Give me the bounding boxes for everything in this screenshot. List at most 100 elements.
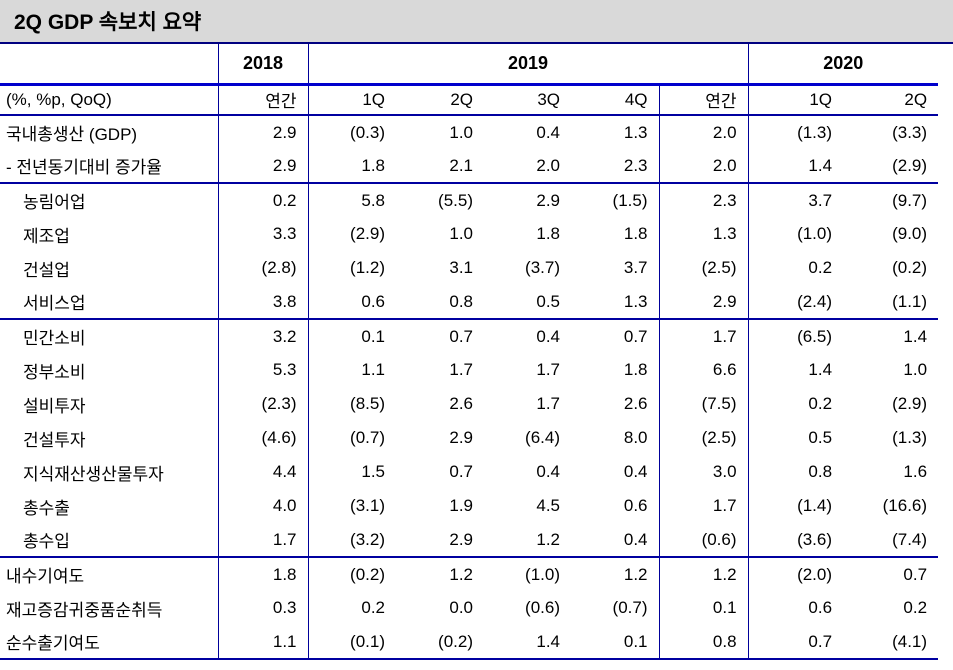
- data-cell: 1.8: [217, 557, 308, 591]
- col-header-2019-annual: 연간: [658, 84, 749, 115]
- data-cell: 1.2: [623, 564, 648, 584]
- data-cell: 0.1: [623, 631, 648, 651]
- table-row: 순수출기여도 1.1 (0.1) (0.2) 1.4 0.1 0.8 0.7 (4.1): [0, 625, 939, 659]
- data-cell: 2.9: [658, 285, 749, 319]
- row-label: 건설업: [23, 260, 70, 280]
- data-cell: (1.0): [747, 217, 844, 251]
- data-cell: 1.6: [903, 462, 928, 481]
- data-cell: 2.9: [449, 428, 473, 447]
- data-cell: (6.4): [525, 428, 560, 447]
- data-cell: (1.3): [747, 115, 844, 149]
- row-label: 지식재산생산물투자: [23, 464, 164, 484]
- data-cell: 1.2: [449, 564, 473, 584]
- data-cell: 1.5: [307, 455, 396, 489]
- data-cell: (2.3): [217, 387, 308, 421]
- data-cell: 0.3: [217, 591, 308, 625]
- col-header-2019-3q: 3Q: [537, 89, 560, 109]
- table-row: 건설투자 (4.6) (0.7) 2.9 (6.4) 8.0 (2.5) 0.5 (1.3): [0, 421, 938, 455]
- row-label: 총수입: [23, 532, 70, 551]
- table-body: 국내총생산 (GDP) 2.9 (0.3) 1.0 0.4 1.3 2.0 (1.3) (3.3…: [0, 115, 939, 659]
- data-cell: 2.0: [658, 149, 749, 183]
- data-cell: 0.8: [449, 291, 473, 311]
- data-cell: 6.6: [658, 353, 749, 387]
- data-cell: 1.4: [903, 326, 928, 346]
- row-label: 국내총생산 (GDP): [6, 125, 138, 144]
- data-cell: 0.7: [903, 564, 928, 584]
- data-cell: 4.0: [217, 489, 308, 523]
- table-row: 농림어업 0.2 5.8 (5.5) 2.9 (1.5) 2.3 3.7 (9.7): [0, 183, 938, 217]
- data-cell: 2.9: [217, 115, 308, 149]
- data-cell: 0.6: [623, 496, 648, 515]
- data-cell: (1.3): [892, 428, 928, 447]
- data-cell: 0.2: [747, 251, 844, 285]
- data-cell: (0.6): [658, 523, 749, 557]
- data-cell: (9.0): [892, 224, 928, 243]
- data-cell: (2.5): [658, 421, 749, 455]
- data-cell: 1.7: [658, 319, 749, 353]
- data-cell: 0.8: [747, 455, 844, 489]
- data-cell: 2.9: [217, 149, 308, 183]
- data-cell: 2.1: [449, 155, 473, 175]
- data-cell: 1.7: [536, 394, 560, 413]
- gdp-summary-table: 2018 2019 2020 (%, %p, QoQ) 연간 1Q 2Q 3Q …: [0, 44, 939, 660]
- data-cell: (0.3): [307, 115, 396, 149]
- row-label: 서비스업: [23, 294, 86, 313]
- row-label: 민간소비: [23, 329, 86, 348]
- data-cell: 1.4: [747, 149, 844, 183]
- data-cell: 0.1: [658, 591, 749, 625]
- table-row: 국내총생산 (GDP) 2.9 (0.3) 1.0 0.4 1.3 2.0 (1.3) (3.3…: [0, 115, 938, 149]
- year-header-spacer: [0, 44, 218, 84]
- row-label: 총수출: [23, 498, 70, 518]
- data-cell: 1.2: [658, 557, 749, 591]
- data-cell: 0.8: [658, 625, 749, 659]
- data-cell: (2.9): [892, 155, 928, 175]
- data-cell: 3.3: [217, 217, 308, 251]
- table-row: 지식재산생산물투자 4.4 1.5 0.7 0.4 0.4 3.0 0.8 1.6: [0, 455, 938, 489]
- data-cell: 1.0: [449, 224, 473, 243]
- data-cell: (1.1): [892, 291, 928, 311]
- data-cell: 0.4: [623, 462, 648, 481]
- row-label: - 전년동기대비 증가율: [6, 158, 162, 177]
- year-header-2019: 2019: [307, 44, 749, 84]
- data-cell: (9.7): [892, 190, 928, 210]
- data-cell: (0.2): [892, 258, 928, 277]
- data-cell: (3.7): [525, 258, 560, 277]
- row-label: 농림어업: [23, 193, 86, 212]
- data-cell: 2.6: [449, 394, 473, 413]
- data-cell: (2.9): [892, 394, 928, 413]
- data-cell: (1.5): [612, 190, 648, 210]
- table-row: 제조업 3.3 (2.9) 1.0 1.8 1.8 1.3 (1.0) (9.0): [0, 217, 938, 251]
- data-cell: 0.0: [449, 598, 473, 617]
- data-cell: (4.6): [217, 421, 308, 455]
- data-cell: (8.5): [307, 387, 396, 421]
- data-cell: 0.2: [307, 591, 396, 625]
- data-cell: 0.4: [623, 529, 648, 549]
- data-cell: (2.8): [217, 251, 308, 285]
- data-cell: (0.1): [307, 625, 396, 659]
- data-cell: 1.7: [658, 489, 749, 523]
- data-cell: 3.7: [747, 183, 844, 217]
- row-label: 재고증감귀중품순취득: [6, 600, 163, 620]
- year-header-row: 2018 2019 2020: [0, 44, 939, 84]
- data-cell: 1.3: [623, 291, 648, 311]
- data-cell: (0.7): [612, 598, 648, 617]
- row-label: 정부소비: [23, 362, 86, 382]
- data-cell: 8.0: [623, 428, 648, 447]
- table-row: 내수기여도 1.8 (0.2) 1.2 (1.0) 1.2 1.2 (2.0) 0.7: [0, 557, 938, 591]
- data-cell: 2.0: [658, 115, 749, 149]
- quarter-header-row: (%, %p, QoQ) 연간 1Q 2Q 3Q 4Q 연간 1Q 2Q: [0, 84, 939, 115]
- data-cell: 0.2: [217, 183, 308, 217]
- col-header-2020-2q: 2Q: [904, 89, 928, 109]
- data-cell: (16.6): [882, 496, 928, 515]
- data-cell: (2.4): [747, 285, 844, 319]
- data-cell: 1.7: [536, 360, 560, 379]
- unit-label: (%, %p, QoQ): [6, 89, 112, 109]
- data-cell: 0.2: [747, 387, 844, 421]
- data-cell: 3.8: [217, 285, 308, 319]
- data-cell: (5.5): [438, 190, 473, 210]
- data-cell: 4.5: [536, 496, 560, 515]
- data-cell: (0.6): [525, 598, 560, 617]
- data-cell: 2.0: [536, 155, 560, 175]
- data-cell: 0.2: [903, 598, 928, 617]
- data-cell: (0.2): [307, 557, 396, 591]
